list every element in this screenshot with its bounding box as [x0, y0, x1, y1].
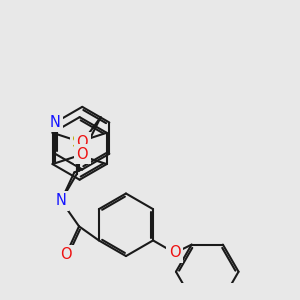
Text: S: S	[72, 135, 82, 150]
Text: O: O	[169, 245, 181, 260]
Text: O: O	[76, 147, 88, 162]
Text: O: O	[60, 247, 72, 262]
Text: O: O	[76, 135, 88, 150]
Text: N: N	[56, 193, 67, 208]
Text: N: N	[50, 115, 61, 130]
